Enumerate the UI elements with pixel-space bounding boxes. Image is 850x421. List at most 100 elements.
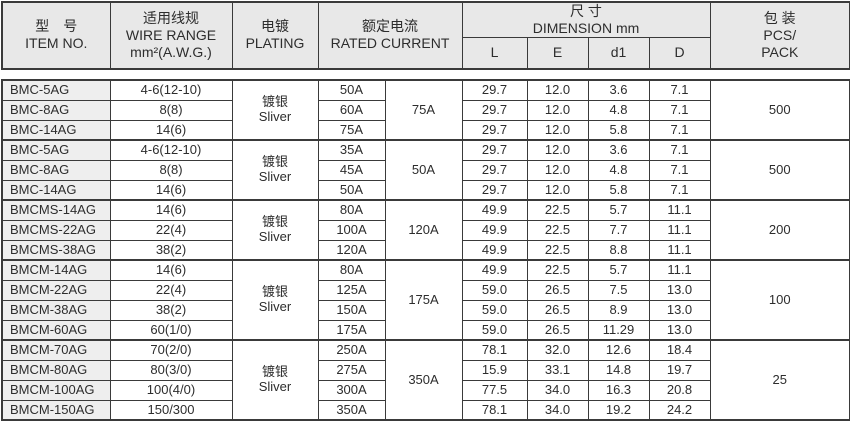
dim-d-cell: 7.1 [648, 79, 711, 101]
rated-current-cell: 250A [317, 339, 386, 361]
dim-d1-cell: 5.7 [587, 259, 650, 281]
pack-cell: 200 [709, 199, 850, 261]
dim-d1-cell: 8.8 [587, 239, 650, 261]
dim-d1-cell: 5.8 [587, 119, 650, 141]
dim-d-cell: 18.4 [648, 339, 711, 361]
rated-current-cell: 350A [317, 399, 386, 421]
rated-current-cell: 50A [317, 179, 386, 201]
dim-d-cell: 13.0 [648, 319, 711, 341]
wire-range-cell: 8(8) [109, 159, 233, 181]
dim-l-cell: 49.9 [461, 239, 528, 261]
dim-d-cell: 7.1 [648, 119, 711, 141]
item-no-cell: BMC-8AG [1, 159, 111, 181]
wire-range-cell: 4-6(12-10) [109, 139, 233, 161]
dim-e-cell: 32.0 [526, 339, 589, 361]
item-no-cell: BMCM-22AG [1, 279, 111, 301]
dim-e-cell: 22.5 [526, 239, 589, 261]
dim-e-cell: 26.5 [526, 279, 589, 301]
dim-d-cell: 7.1 [648, 99, 711, 121]
dim-d-cell: 13.0 [648, 279, 711, 301]
header-pack-zh: 包 装 [763, 9, 796, 26]
dim-d1-cell: 8.9 [587, 299, 650, 321]
wire-range-cell: 14(6) [109, 179, 233, 201]
dim-d1-cell: 3.6 [587, 139, 650, 161]
dim-d-cell: 24.2 [648, 399, 711, 421]
header-item-no-zh: 型 号 [35, 18, 78, 35]
wire-range-cell: 70(2/0) [109, 339, 233, 361]
dim-d-cell: 11.1 [648, 199, 711, 221]
header-wire-range: 适用线规 WIRE RANGE mm²(A.W.G.) [109, 1, 233, 70]
item-no-cell: BMC-14AG [1, 179, 111, 201]
rated-current-cell: 75A [317, 119, 386, 141]
header-item-no: 型 号 ITEM NO. [1, 1, 111, 70]
dim-l-cell: 78.1 [461, 399, 528, 421]
plating-zh: 镀银 [261, 94, 288, 110]
pack-cell: 100 [709, 259, 850, 341]
header-pack-en2: PACK [761, 43, 799, 60]
dim-e-cell: 22.5 [526, 219, 589, 241]
wire-range-cell: 80(3/0) [109, 359, 233, 381]
wire-range-cell: 8(8) [109, 99, 233, 121]
dim-e-cell: 12.0 [526, 139, 589, 161]
rated-current-cell: 80A [317, 259, 386, 281]
group-current-cell: 350A [384, 339, 463, 421]
dim-l-cell: 29.7 [461, 119, 528, 141]
rated-current-cell: 50A [317, 79, 386, 101]
header-dim-d1: d1 [587, 37, 650, 70]
dim-l-cell: 29.7 [461, 139, 528, 161]
header-plating-zh: 电镀 [261, 18, 289, 35]
dim-l-cell: 49.9 [461, 199, 528, 221]
pack-cell: 500 [709, 79, 850, 141]
plating-cell: 镀银 Sliver [231, 339, 319, 421]
header-plating: 电镀 PLATING [231, 1, 319, 70]
dim-d-cell: 11.1 [648, 239, 711, 261]
plating-cell: 镀银 Sliver [231, 199, 319, 261]
rated-current-cell: 100A [317, 219, 386, 241]
dim-l-cell: 78.1 [461, 339, 528, 361]
header-dim-e: E [526, 37, 589, 70]
rated-current-cell: 80A [317, 199, 386, 221]
dim-e-cell: 12.0 [526, 99, 589, 121]
wire-range-cell: 14(6) [109, 119, 233, 141]
header-wire-range-zh: 适用线规 [143, 9, 199, 26]
dim-d1-cell: 12.6 [587, 339, 650, 361]
dim-e-cell: 26.5 [526, 299, 589, 321]
item-no-cell: BMC-5AG [1, 139, 111, 161]
dim-d1-cell: 4.8 [587, 159, 650, 181]
item-no-cell: BMC-14AG [1, 119, 111, 141]
item-no-cell: BMCM-150AG [1, 399, 111, 421]
spec-table-body: BMC-5AG 4-6(12-10) 镀银 Sliver 50A 75A 29.7 12.0 3… [1, 79, 850, 421]
dim-d-cell: 11.1 [648, 219, 711, 241]
dim-d1-cell: 19.2 [587, 399, 650, 421]
wire-range-cell: 22(4) [109, 279, 233, 301]
header-rated-current: 额定电流 RATED CURRENT [317, 1, 463, 70]
item-no-cell: BMCM-38AG [1, 299, 111, 321]
dim-d-cell: 13.0 [648, 299, 711, 321]
item-no-cell: BMC-8AG [1, 99, 111, 121]
item-no-cell: BMCMS-14AG [1, 199, 111, 221]
dim-e-cell: 33.1 [526, 359, 589, 381]
dim-d-cell: 20.8 [648, 379, 711, 401]
rated-current-cell: 45A [317, 159, 386, 181]
plating-en: Sliver [258, 109, 292, 124]
header-dimension: 尺 寸 DIMENSION mm [461, 1, 711, 39]
group-current-cell: 120A [384, 199, 463, 261]
dim-d1-cell: 3.6 [587, 79, 650, 101]
wire-range-cell: 60(1/0) [109, 319, 233, 341]
plating-cell: 镀银 Sliver [231, 79, 319, 141]
wire-range-cell: 22(4) [109, 219, 233, 241]
dim-d1-cell: 14.8 [587, 359, 650, 381]
dim-l-cell: 59.0 [461, 299, 528, 321]
dim-d-cell: 19.7 [648, 359, 711, 381]
dim-d1-cell: 5.8 [587, 179, 650, 201]
header-dimension-en: DIMENSION mm [532, 20, 640, 37]
header-rated-current-zh: 额定电流 [362, 18, 418, 35]
pack-cell: 500 [709, 139, 850, 201]
dim-l-cell: 59.0 [461, 279, 528, 301]
dim-e-cell: 26.5 [526, 319, 589, 341]
dim-d-cell: 7.1 [648, 179, 711, 201]
wire-range-cell: 150/300 [109, 399, 233, 421]
plating-en: Sliver [258, 379, 292, 394]
plating-zh: 镀银 [261, 284, 288, 300]
item-no-cell: BMCM-14AG [1, 259, 111, 281]
